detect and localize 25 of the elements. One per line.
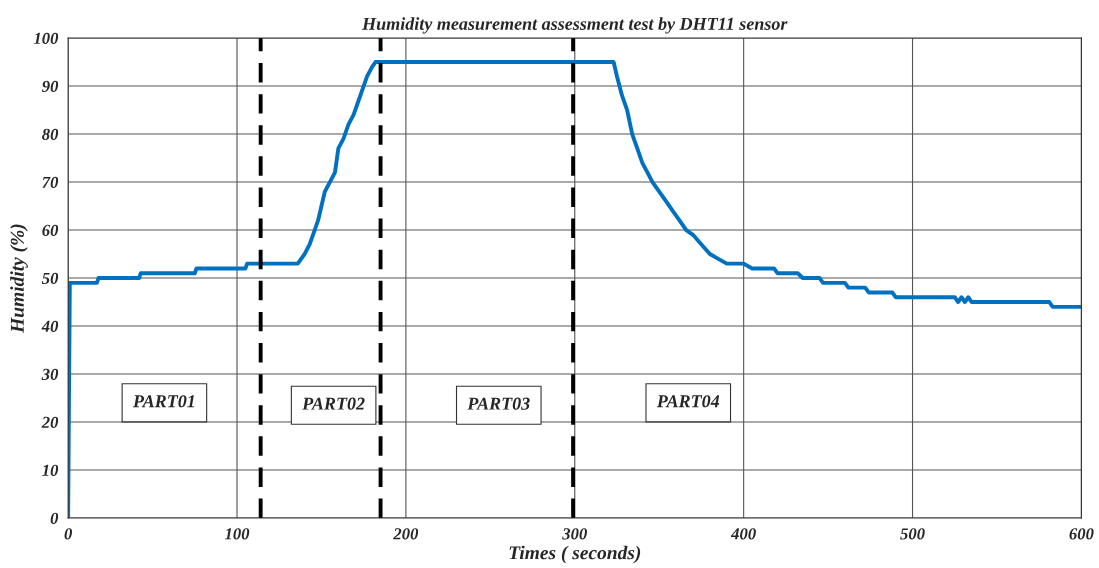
x-tick-label: 200 [393, 528, 419, 540]
annotation: PART04 [656, 395, 720, 408]
y-axis-title: Humidity (%) [10, 224, 28, 333]
y-tick-label: 50 [41, 272, 59, 284]
x-tick-label: 300 [562, 528, 587, 540]
y-tick-label: 70 [42, 176, 59, 188]
y-tick-label: 90 [41, 80, 59, 92]
x-tick-label: 400 [730, 528, 756, 540]
x-tick-label: 500 [900, 528, 925, 540]
x-tick-label: 0 [64, 528, 73, 540]
y-tick-label: 10 [42, 464, 59, 476]
annotation: PART01 [132, 395, 195, 408]
y-tick-label: 30 [41, 368, 59, 380]
x-tick-label: 600 [1069, 528, 1094, 540]
y-tick-label: 60 [42, 224, 59, 236]
y-tick-label: 40 [41, 320, 59, 332]
y-tick-label: 100 [33, 32, 59, 44]
chart-title: Humidity measurement assessment test by DHT11 sensor [361, 17, 788, 34]
x-tick-label: 100 [224, 528, 250, 540]
y-tick-label: 20 [41, 416, 59, 428]
y-tick-label: 80 [42, 128, 59, 140]
annotation: PART03 [467, 397, 530, 410]
x-axis-title: Times ( seconds) [509, 545, 641, 564]
annotation: PART02 [302, 397, 365, 410]
y-tick-label: 0 [50, 512, 59, 524]
